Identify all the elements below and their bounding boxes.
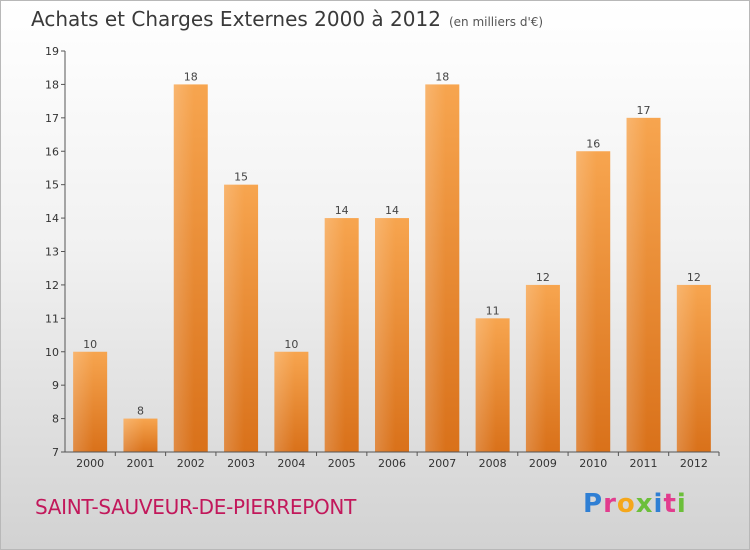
x-tick-label: 2001	[126, 457, 154, 470]
proxiti-logo: Proxiti	[583, 489, 687, 519]
y-tick-label: 10	[45, 346, 59, 359]
chart-title: Achats et Charges Externes 2000 à 2012 (e…	[31, 7, 543, 31]
x-tick-label: 2005	[328, 457, 356, 470]
y-tick-label: 18	[45, 78, 59, 91]
x-tick-label: 2002	[177, 457, 205, 470]
x-tick-label: 2007	[428, 457, 456, 470]
bar-highlight	[475, 318, 510, 452]
bar-value-label: 15	[234, 171, 248, 184]
y-tick-label: 9	[52, 379, 59, 392]
bar-value-label: 18	[184, 70, 198, 83]
bar-value-label: 17	[637, 104, 651, 117]
bar-value-label: 12	[536, 271, 550, 284]
bar-highlight	[375, 218, 409, 452]
bar-value-label: 16	[586, 137, 600, 150]
y-tick-label: 7	[52, 446, 59, 459]
y-tick-label: 19	[45, 45, 59, 58]
bar-highlight	[173, 84, 208, 453]
chart-title-text: Achats et Charges Externes 2000 à 2012	[31, 7, 441, 31]
x-tick-label: 2006	[378, 457, 406, 470]
x-tick-label: 2009	[529, 457, 557, 470]
bar-value-label: 18	[435, 70, 449, 83]
bar-highlight	[525, 284, 560, 452]
x-tick-label: 2008	[479, 457, 507, 470]
y-tick-label: 16	[45, 145, 59, 158]
bar-highlight	[324, 218, 359, 452]
logo-letter: x	[635, 489, 654, 519]
bar-value-label: 10	[83, 338, 97, 351]
logo-letter: P	[583, 489, 604, 519]
bar-value-label: 10	[284, 338, 298, 351]
bar-highlight	[676, 284, 711, 452]
y-tick-label: 14	[45, 212, 59, 225]
bar-highlight	[274, 351, 309, 452]
chart-subtitle: (en milliers d'€)	[448, 15, 544, 29]
logo-letter: i	[676, 489, 687, 519]
x-tick-label: 2004	[277, 457, 305, 470]
bar-highlight	[576, 151, 611, 452]
bar-value-label: 11	[486, 304, 500, 317]
bar-highlight	[123, 418, 158, 452]
y-tick-label: 8	[52, 413, 59, 426]
y-tick-label: 13	[45, 246, 59, 259]
location-name: SAINT-SAUVEUR-DE-PIERREPONT	[35, 495, 357, 519]
bar-highlight	[73, 351, 108, 452]
bar-value-label: 12	[687, 271, 701, 284]
bar-value-label: 14	[385, 204, 399, 217]
x-tick-label: 2000	[76, 457, 104, 470]
bar-highlight	[425, 84, 460, 453]
logo-letter: o	[616, 489, 636, 519]
bar-highlight	[626, 117, 661, 452]
y-tick-label: 12	[45, 279, 59, 292]
x-tick-label: 2010	[579, 457, 607, 470]
x-tick-label: 2003	[227, 457, 255, 470]
y-tick-label: 15	[45, 179, 59, 192]
bar-value-label: 8	[137, 405, 144, 418]
x-tick-label: 2011	[630, 457, 658, 470]
y-tick-label: 11	[45, 312, 59, 325]
logo-letter: t	[663, 489, 677, 519]
bar-value-label: 14	[335, 204, 349, 217]
bar-highlight	[224, 184, 259, 452]
y-tick-label: 17	[45, 112, 59, 125]
logo-letter: r	[603, 489, 617, 519]
logo-letter: i	[653, 489, 664, 519]
x-tick-label: 2012	[680, 457, 708, 470]
